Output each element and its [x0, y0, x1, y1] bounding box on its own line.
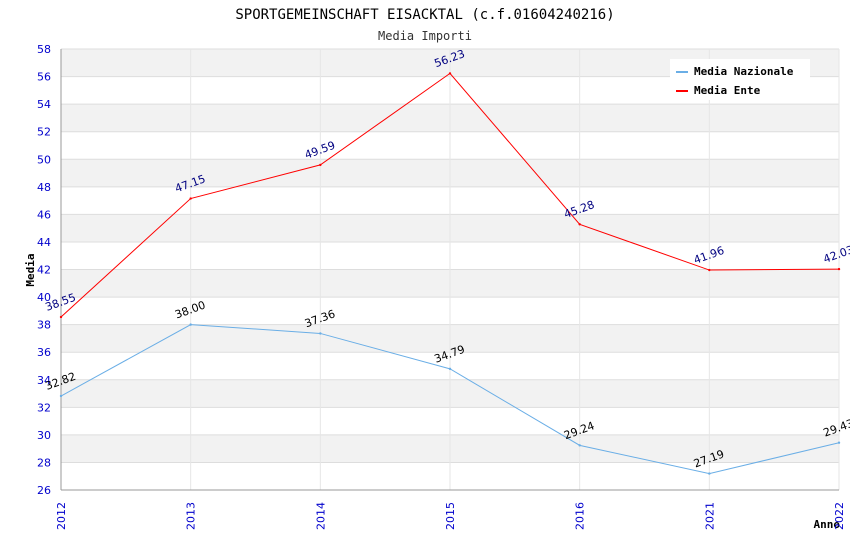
y-tick-label: 28	[37, 456, 51, 469]
y-tick-label: 54	[37, 98, 51, 111]
data-point	[708, 268, 711, 272]
data-point	[448, 72, 452, 75]
data-point	[837, 441, 841, 444]
y-tick-label: 58	[37, 43, 51, 56]
data-point	[578, 223, 581, 226]
data-point	[59, 394, 63, 398]
data-point	[578, 444, 581, 447]
legend-label-media-ente: Media Ente	[694, 84, 761, 97]
data-point	[319, 332, 322, 335]
x-axis-label: Anno	[814, 518, 841, 531]
chart-title: SPORTGEMEINSCHAFT EISACKTAL (c.f.0160424…	[235, 7, 614, 23]
chart-subtitle: Media Importi	[378, 29, 472, 43]
x-tick-label: 2021	[703, 502, 716, 530]
legend: Media Nazionale Media Ente	[670, 59, 810, 100]
x-tick-label: 2022	[833, 502, 846, 530]
y-tick-label: 40	[37, 291, 51, 304]
y-tick-label: 26	[37, 484, 51, 497]
x-tick-label: 2013	[185, 502, 198, 530]
y-tick-label: 38	[37, 319, 51, 332]
grid-lines	[60, 48, 840, 491]
y-tick-label: 52	[37, 126, 51, 139]
y-tick-label: 32	[37, 401, 51, 414]
data-point	[59, 315, 63, 319]
legend-box	[670, 59, 810, 100]
data-point	[708, 472, 711, 475]
data-point	[319, 163, 322, 167]
data-point	[189, 197, 192, 200]
x-tick-label: 2015	[444, 502, 457, 530]
y-tick-label: 34	[37, 374, 51, 387]
x-tick-labels: 2012 2013 2014 2015 2016 2021 2022	[55, 502, 846, 530]
y-tick-label: 56	[37, 71, 51, 84]
y-tick-labels: 26 28 30 32 34 36 38 40 42 44 46 48 50 52 54 56 58	[37, 43, 51, 497]
y-tick-label: 42	[37, 264, 51, 277]
x-tick-label: 2014	[314, 502, 327, 530]
legend-label-media-nazionale: Media Nazionale	[694, 65, 794, 78]
data-point	[448, 367, 452, 371]
y-tick-label: 50	[37, 153, 51, 166]
data-point	[189, 323, 192, 326]
y-axis-label: Media	[24, 253, 37, 286]
y-tick-label: 48	[37, 181, 51, 194]
y-tick-label: 46	[37, 208, 51, 221]
x-tick-label: 2012	[55, 502, 68, 530]
data-point	[837, 267, 841, 271]
y-tick-label: 30	[37, 429, 51, 442]
y-tick-label: 36	[37, 346, 51, 359]
x-tick-label: 2016	[574, 502, 587, 530]
y-tick-label: 44	[37, 236, 51, 249]
